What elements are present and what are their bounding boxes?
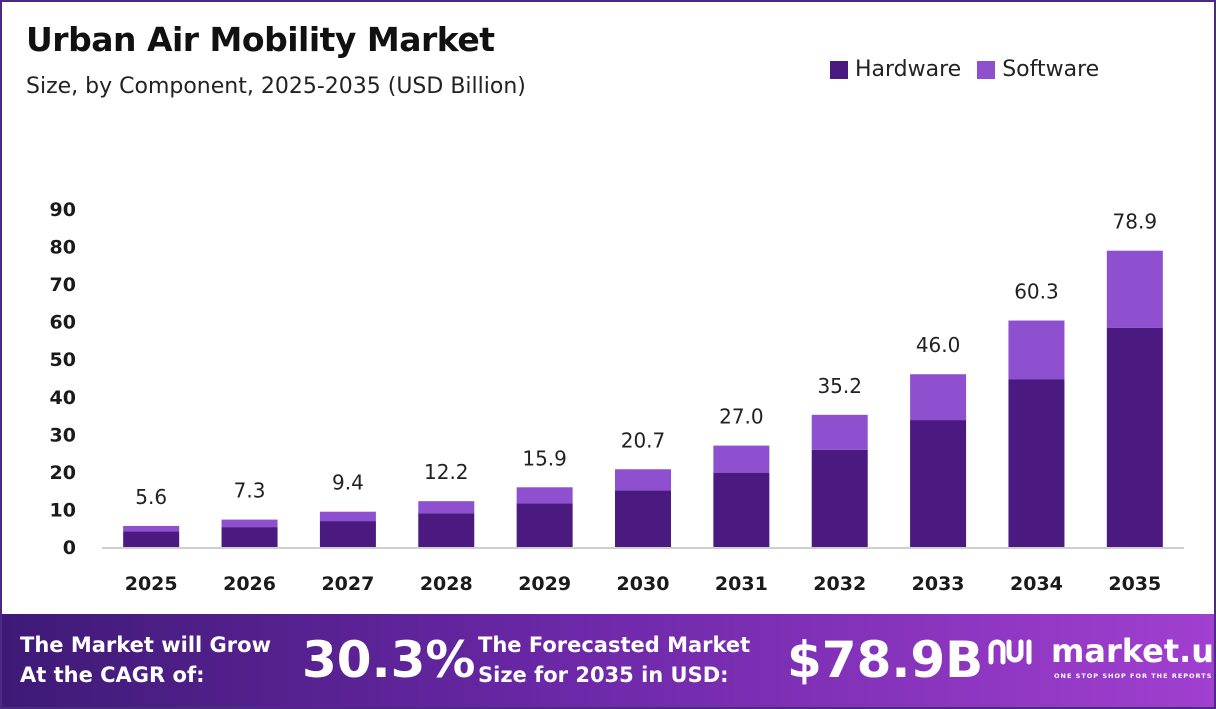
y-tick-label: 30: [50, 424, 76, 446]
data-label-2028: 12.2: [424, 460, 469, 484]
bar-hardware-2030: [615, 490, 671, 547]
stacked-bar-chart: 01020304050607080905.620257.320269.42027…: [50, 199, 1184, 595]
y-tick-label: 90: [50, 199, 76, 221]
forecast-label-line2: Size for 2035 in USD:: [478, 663, 729, 687]
market-us-logo-icon: [988, 639, 1032, 665]
summary-banner: The Market will Grow At the CAGR of: 30.…: [2, 614, 1214, 707]
chart-subtitle: Size, by Component, 2025-2035 (USD Billi…: [26, 74, 526, 99]
bar-hardware-2033: [910, 420, 967, 547]
bar-software-2028: [418, 501, 475, 514]
data-label-2032: 35.2: [817, 374, 862, 398]
bar-software-2027: [319, 511, 376, 522]
bar-software-2025: [123, 525, 180, 532]
data-label-2025: 5.6: [135, 485, 167, 509]
cagr-label-line1: The Market will Grow: [20, 633, 271, 657]
bar-software-2032: [811, 414, 868, 450]
bar-hardware-2031: [713, 472, 770, 547]
x-tick-label-2035: 2035: [1108, 573, 1161, 595]
x-tick-label-2032: 2032: [813, 573, 866, 595]
bar-hardware-2028: [418, 513, 475, 547]
x-tick-label-2028: 2028: [420, 573, 473, 595]
forecast-label: The Forecasted Market Size for 2035 in U…: [478, 630, 750, 690]
y-tick-label: 80: [50, 237, 76, 259]
market-us-tagline: ONE STOP SHOP FOR THE REPORTS: [1054, 672, 1213, 680]
data-label-2033: 46.0: [916, 333, 961, 357]
data-label-2034: 60.3: [1014, 280, 1059, 304]
data-label-2026: 7.3: [234, 479, 266, 503]
bar-software-2030: [615, 469, 671, 491]
legend-swatch-software: [977, 60, 996, 79]
forecast-label-line1: The Forecasted Market: [478, 633, 751, 657]
x-tick-label-2030: 2030: [617, 573, 670, 595]
y-tick-label: 70: [50, 274, 76, 296]
y-tick-label: 50: [50, 349, 76, 371]
legend-swatch-hardware: [830, 60, 848, 79]
data-label-2029: 15.9: [522, 446, 567, 470]
y-tick-label: 0: [63, 537, 76, 559]
x-tick-label-2031: 2031: [715, 573, 768, 595]
bar-software-2029: [516, 487, 573, 504]
bar-software-2033: [910, 374, 967, 421]
y-tick-label: 20: [50, 462, 76, 484]
bar-hardware-2026: [221, 527, 278, 547]
cagr-value: 30.3%: [302, 631, 476, 689]
y-tick-label: 10: [50, 499, 76, 521]
bar-software-2035: [1106, 250, 1163, 328]
y-tick-label: 60: [50, 312, 76, 334]
bar-hardware-2029: [516, 503, 573, 547]
cagr-label-line2: At the CAGR of:: [20, 663, 205, 687]
legend: Hardware Software: [830, 57, 1115, 82]
market-us-logo: market.us: [987, 632, 1216, 670]
chart-title: Urban Air Mobility Market: [26, 20, 495, 59]
bar-software-2034: [1008, 320, 1065, 380]
bar-hardware-2034: [1008, 379, 1065, 547]
bar-hardware-2027: [319, 521, 376, 547]
bar-software-2031: [713, 445, 770, 473]
legend-label-software: Software: [1002, 57, 1100, 82]
bar-hardware-2025: [123, 531, 180, 547]
bar-software-2026: [221, 519, 278, 528]
legend-item-software: Software: [977, 57, 1099, 82]
data-label-2027: 9.4: [332, 471, 364, 495]
x-tick-label-2034: 2034: [1010, 573, 1063, 595]
legend-label-hardware: Hardware: [855, 57, 962, 82]
legend-item-hardware: Hardware: [830, 57, 961, 82]
bar-hardware-2035: [1106, 327, 1163, 547]
bar-hardware-2032: [811, 449, 868, 547]
x-tick-label-2033: 2033: [912, 573, 965, 595]
x-tick-label-2026: 2026: [223, 573, 276, 595]
x-tick-label-2029: 2029: [518, 573, 571, 595]
data-label-2030: 20.7: [621, 428, 666, 452]
cagr-label: The Market will Grow At the CAGR of:: [20, 630, 271, 690]
market-us-brand: market.us: [1051, 632, 1216, 670]
data-label-2035: 78.9: [1113, 210, 1158, 234]
x-tick-label-2027: 2027: [321, 573, 374, 595]
data-label-2031: 27.0: [719, 405, 764, 429]
y-tick-label: 40: [50, 387, 76, 409]
forecast-value: $78.9B: [787, 631, 984, 689]
x-tick-label-2025: 2025: [125, 573, 178, 595]
